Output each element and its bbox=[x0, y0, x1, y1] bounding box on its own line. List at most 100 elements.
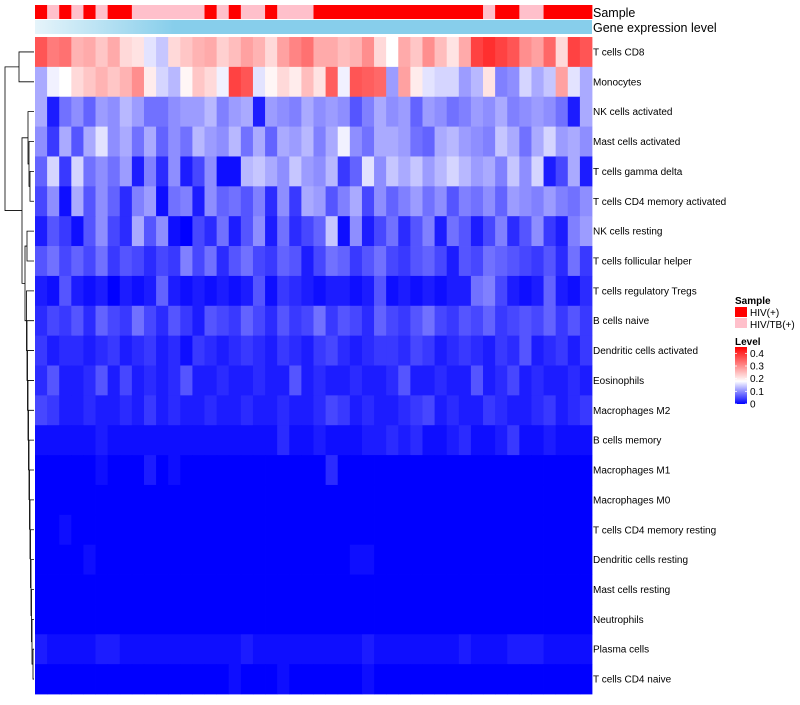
heatmap-cell bbox=[131, 37, 145, 68]
heatmap-cell bbox=[119, 604, 133, 635]
heatmap-cell bbox=[422, 664, 435, 695]
heatmap-cell bbox=[265, 186, 278, 217]
heatmap-cell bbox=[216, 335, 230, 366]
heatmap-cell bbox=[180, 66, 193, 98]
heatmap-cell bbox=[519, 186, 532, 217]
heatmap-cell bbox=[422, 275, 435, 307]
heatmap-cell bbox=[555, 275, 569, 307]
heatmap-cell bbox=[228, 156, 242, 187]
heatmap-cell bbox=[434, 126, 448, 157]
heatmap-cell bbox=[386, 126, 399, 157]
heatmap-cell bbox=[228, 365, 242, 396]
heatmap-cell bbox=[349, 664, 363, 695]
heatmap-cell bbox=[119, 455, 133, 486]
heatmap-cell bbox=[131, 275, 145, 307]
heatmap-cell bbox=[252, 365, 266, 396]
heatmap-cell bbox=[107, 216, 121, 247]
heatmap-cell bbox=[252, 156, 266, 187]
heatmap-cell bbox=[240, 275, 254, 307]
row-label: T cells follicular helper bbox=[593, 256, 692, 267]
heatmap-cell bbox=[434, 514, 448, 546]
heatmap-cell bbox=[95, 305, 109, 337]
heatmap-cell bbox=[228, 514, 242, 546]
expression-annotation-label: Gene expression level bbox=[593, 21, 717, 35]
heatmap-cell bbox=[410, 664, 423, 695]
sample-annotation-cell bbox=[410, 5, 423, 19]
heatmap-cell bbox=[507, 455, 520, 486]
heatmap-cell bbox=[277, 37, 290, 68]
heatmap-cell bbox=[337, 246, 351, 277]
row-label: T cells gamma delta bbox=[593, 167, 683, 178]
heatmap-cell bbox=[35, 66, 48, 98]
sample-annotation-cell bbox=[59, 5, 72, 19]
sample-annotation-cell bbox=[71, 5, 84, 19]
heatmap-cell bbox=[555, 484, 569, 516]
heatmap-cell bbox=[156, 335, 169, 366]
heatmap-cell bbox=[579, 514, 593, 546]
heatmap-cell bbox=[531, 484, 544, 516]
heatmap-cell bbox=[470, 186, 484, 217]
heatmap-cell bbox=[519, 604, 532, 635]
heatmap-cell bbox=[313, 96, 327, 127]
heatmap-cell bbox=[483, 604, 496, 635]
heatmap-cell bbox=[543, 246, 557, 277]
heatmap-cell bbox=[216, 275, 230, 307]
heatmap-cell bbox=[349, 275, 363, 307]
heatmap-cell bbox=[204, 574, 218, 605]
heatmap-cell bbox=[410, 604, 423, 635]
heatmap-cell bbox=[325, 634, 339, 665]
heatmap-cell bbox=[361, 634, 375, 665]
heatmap-cell bbox=[483, 544, 496, 575]
heatmap-cell bbox=[374, 96, 387, 127]
heatmap-cell bbox=[204, 275, 218, 307]
heatmap-cell bbox=[95, 156, 109, 187]
heatmap-cell bbox=[337, 604, 351, 635]
heatmap-cell bbox=[434, 484, 448, 516]
heatmap-cell bbox=[240, 664, 254, 695]
heatmap-cell bbox=[95, 275, 109, 307]
sample-annotation-cell bbox=[131, 5, 145, 19]
heatmap-cell bbox=[422, 574, 435, 605]
heatmap-cell bbox=[446, 544, 460, 575]
heatmap-cell bbox=[240, 514, 254, 546]
heatmap-cell bbox=[240, 37, 254, 68]
heatmap-cell bbox=[204, 37, 218, 68]
heatmap-cell bbox=[386, 514, 399, 546]
heatmap-cell bbox=[483, 246, 496, 277]
heatmap-cell bbox=[519, 664, 532, 695]
heatmap-cell bbox=[519, 574, 532, 605]
heatmap-cell bbox=[277, 395, 290, 426]
heatmap-cell bbox=[313, 484, 327, 516]
heatmap-cell bbox=[470, 544, 484, 575]
heatmap-cell bbox=[216, 484, 230, 516]
heatmap-cell bbox=[59, 425, 72, 456]
heatmap-cell bbox=[119, 216, 133, 247]
heatmap-cell bbox=[131, 126, 145, 157]
heatmap-cell bbox=[386, 544, 399, 575]
heatmap-cell bbox=[107, 574, 121, 605]
heatmap-cell bbox=[361, 66, 375, 98]
heatmap-cell bbox=[458, 664, 472, 695]
heatmap-cell bbox=[168, 544, 181, 575]
heatmap-cell bbox=[192, 305, 205, 337]
heatmap-cell bbox=[192, 484, 205, 516]
heatmap-cell bbox=[252, 634, 266, 665]
heatmap-cell bbox=[531, 275, 544, 307]
heatmap-cell bbox=[434, 156, 448, 187]
heatmap-cell bbox=[156, 514, 169, 546]
heatmap-cell bbox=[579, 156, 593, 187]
heatmap-cell bbox=[131, 574, 145, 605]
heatmap-cell bbox=[579, 96, 593, 127]
heatmap-cell bbox=[204, 335, 218, 366]
heatmap-cell bbox=[47, 514, 60, 546]
heatmap-cell bbox=[143, 186, 157, 217]
heatmap-cell bbox=[83, 96, 96, 127]
heatmap-cell bbox=[143, 66, 157, 98]
heatmap-cell bbox=[47, 126, 60, 157]
heatmap-cell bbox=[507, 126, 520, 157]
heatmap-cell bbox=[228, 275, 242, 307]
heatmap-cell bbox=[531, 216, 544, 247]
heatmap-cell bbox=[240, 634, 254, 665]
heatmap-cell bbox=[374, 484, 387, 516]
heatmap-cell bbox=[95, 425, 109, 456]
